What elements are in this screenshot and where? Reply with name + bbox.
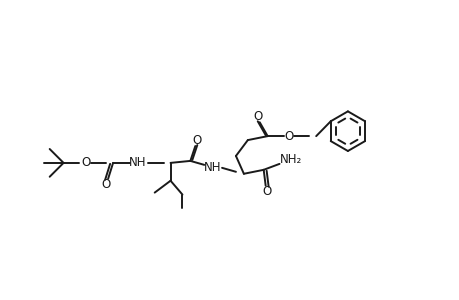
Text: O: O — [284, 130, 293, 142]
Text: O: O — [262, 185, 271, 198]
Text: O: O — [252, 110, 262, 123]
Text: NH: NH — [129, 156, 146, 170]
Text: O: O — [82, 156, 91, 170]
Text: O: O — [192, 134, 202, 147]
Text: NH: NH — [203, 161, 220, 174]
Text: O: O — [101, 178, 111, 191]
Text: NH₂: NH₂ — [280, 153, 302, 167]
